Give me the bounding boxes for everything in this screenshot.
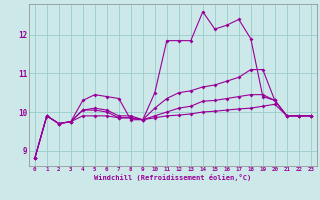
X-axis label: Windchill (Refroidissement éolien,°C): Windchill (Refroidissement éolien,°C): [94, 174, 252, 181]
